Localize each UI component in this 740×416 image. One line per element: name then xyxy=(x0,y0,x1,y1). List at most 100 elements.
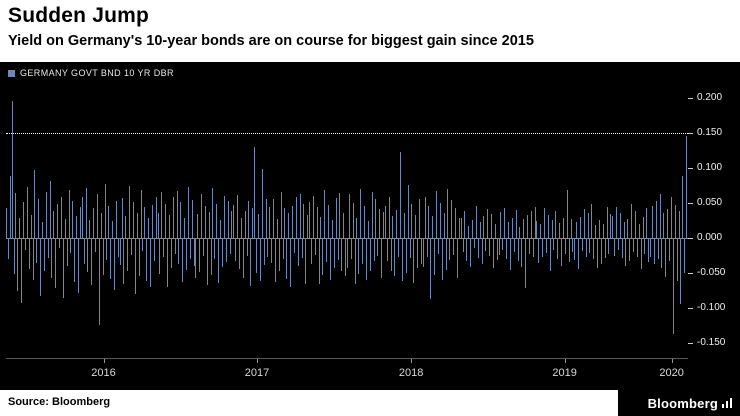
bar xyxy=(57,203,59,238)
y-tick-label: -0.100 xyxy=(697,301,726,313)
bar xyxy=(445,237,447,270)
bar xyxy=(131,237,133,256)
bar xyxy=(345,237,347,277)
threshold-line xyxy=(6,132,688,134)
bar xyxy=(669,237,671,261)
bar xyxy=(110,237,112,279)
bar xyxy=(470,237,472,268)
bar xyxy=(322,237,324,276)
bar xyxy=(331,219,333,238)
bar xyxy=(129,186,131,238)
bar xyxy=(534,207,536,238)
bar xyxy=(352,202,354,238)
legend-swatch-icon xyxy=(8,69,15,77)
bar xyxy=(648,237,650,263)
bar xyxy=(263,237,265,265)
bar xyxy=(242,237,244,278)
bar xyxy=(555,211,557,238)
bar xyxy=(371,192,373,238)
bar xyxy=(297,237,299,266)
bar xyxy=(316,207,318,238)
bar xyxy=(572,237,574,252)
bar xyxy=(377,237,379,256)
bar xyxy=(549,237,551,271)
bar xyxy=(403,212,405,238)
y-tick-mark xyxy=(688,132,693,134)
bar xyxy=(623,222,625,238)
bar xyxy=(642,216,644,238)
bar xyxy=(490,214,492,238)
bar xyxy=(472,219,474,238)
bar xyxy=(515,209,517,238)
bar xyxy=(148,217,150,238)
bar xyxy=(676,237,678,282)
bar xyxy=(40,237,42,297)
bar xyxy=(481,237,483,265)
bar xyxy=(598,219,600,238)
bar xyxy=(178,237,180,265)
bar xyxy=(568,237,570,263)
y-tick-mark xyxy=(688,307,693,309)
bar xyxy=(26,187,28,238)
bar xyxy=(155,197,157,238)
bar xyxy=(34,169,36,238)
bar xyxy=(93,207,95,238)
bar xyxy=(271,237,273,263)
chart-header: Sudden Jump Yield on Germany's 10-year b… xyxy=(0,0,740,62)
bar xyxy=(250,237,252,286)
bar xyxy=(420,237,422,265)
bar xyxy=(227,201,229,238)
bar xyxy=(672,237,674,335)
bar xyxy=(174,237,176,254)
bar xyxy=(369,237,371,272)
bar xyxy=(55,237,57,288)
bar xyxy=(547,214,549,238)
bar xyxy=(6,208,7,238)
bar xyxy=(597,237,599,268)
bar xyxy=(172,196,174,238)
bar xyxy=(454,207,456,238)
bar xyxy=(544,208,546,238)
bar xyxy=(257,214,259,238)
bar xyxy=(551,220,553,238)
bar xyxy=(180,202,182,238)
bar xyxy=(602,223,604,238)
bar xyxy=(362,237,364,264)
page-subtitle: Yield on Germany's 10-year bonds are on … xyxy=(8,33,534,49)
x-tick-label: 2019 xyxy=(552,367,577,379)
bar xyxy=(364,206,366,238)
bar xyxy=(85,188,87,238)
bar xyxy=(434,237,436,275)
bar xyxy=(612,216,614,238)
bar xyxy=(87,237,89,272)
bar xyxy=(261,169,263,238)
bar xyxy=(360,188,362,238)
bar xyxy=(328,204,330,238)
bar xyxy=(288,213,290,238)
bar xyxy=(136,212,138,238)
bar xyxy=(508,222,510,238)
y-tick-mark xyxy=(688,97,693,99)
bar xyxy=(504,207,506,238)
bar xyxy=(38,199,40,238)
bar xyxy=(218,237,220,284)
bar xyxy=(604,237,606,258)
bar xyxy=(197,214,199,238)
bar xyxy=(295,197,297,238)
bar xyxy=(536,221,538,238)
bar xyxy=(390,237,392,271)
bar xyxy=(326,237,328,263)
bar xyxy=(525,237,527,288)
chart-canvas: GERMANY GOVT BND 10 YR DBR 0.200 0.150 0.1… xyxy=(0,62,740,390)
bar xyxy=(458,217,460,238)
bar xyxy=(538,237,540,263)
bar xyxy=(619,212,621,238)
y-tick-mark xyxy=(688,272,693,274)
bar xyxy=(670,197,672,238)
bar xyxy=(312,195,314,238)
bar xyxy=(286,237,288,279)
bar xyxy=(76,216,78,238)
bar xyxy=(184,218,186,238)
bar xyxy=(487,209,489,238)
bar xyxy=(329,237,331,280)
